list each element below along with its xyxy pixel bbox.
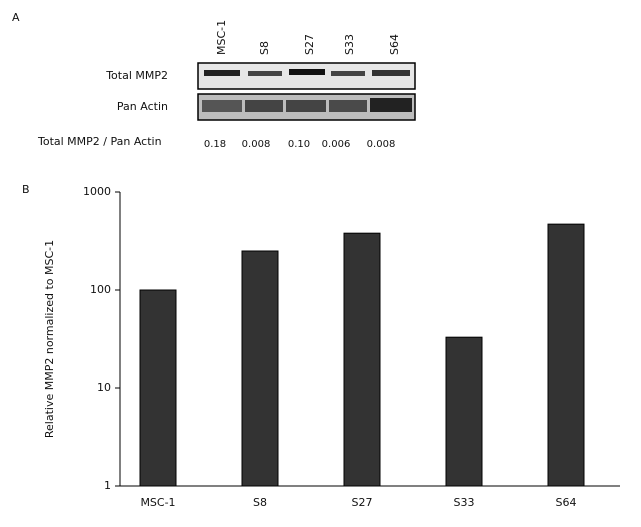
ratio-value: 0.008: [242, 139, 271, 150]
panel-label: B: [22, 183, 30, 196]
lane-label: S64: [388, 34, 401, 55]
ratio-label: Total MMP2 / Pan Actin: [37, 135, 162, 148]
y-tick-label: 1000: [83, 185, 111, 198]
x-tick-label: MSC-1: [140, 496, 175, 509]
y-axis-label: Relative MMP2 normalized to MSC-1: [43, 240, 56, 438]
lane-label: MSC-1: [215, 20, 228, 55]
bar: [139, 289, 177, 487]
bar: [343, 232, 381, 487]
ratio-value: 0.006: [322, 139, 351, 150]
bar: [547, 223, 585, 487]
row-label: Total MMP2: [105, 69, 168, 82]
x-tick-label: S64: [556, 496, 577, 509]
lane-label: S27: [303, 34, 316, 55]
bar: [445, 336, 483, 487]
row-label: Pan Actin: [117, 100, 168, 113]
lane-label: S8: [258, 41, 271, 55]
y-tick-label: 10: [97, 381, 111, 394]
x-tick-label: S8: [253, 496, 267, 509]
lane-label: S33: [343, 34, 356, 55]
blot: [197, 62, 416, 121]
ratio-value: 0.18: [204, 139, 226, 150]
ratio-value: 0.10: [288, 139, 310, 150]
bar: [241, 250, 279, 487]
panel-label: A: [12, 11, 20, 24]
y-tick-label: 100: [90, 283, 111, 296]
y-tick-label: 1: [104, 479, 111, 492]
x-tick-label: S33: [454, 496, 475, 509]
ratio-value: 0.008: [367, 139, 396, 150]
x-tick-label: S27: [352, 496, 373, 509]
